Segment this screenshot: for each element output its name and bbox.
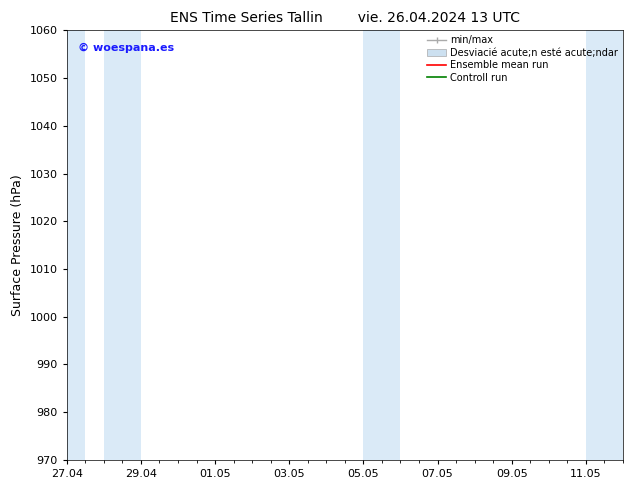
Legend: min/max, Desviacié acute;n esté acute;ndar, Ensemble mean run, Controll run: min/max, Desviacié acute;n esté acute;nd… [425,33,620,85]
Title: ENS Time Series Tallin        vie. 26.04.2024 13 UTC: ENS Time Series Tallin vie. 26.04.2024 1… [170,11,520,25]
Bar [604,30,623,460]
Bar [586,30,604,460]
Bar [363,30,382,460]
Y-axis label: Surface Pressure (hPa): Surface Pressure (hPa) [11,174,24,316]
Bar [104,30,141,460]
Text: © woespana.es: © woespana.es [78,43,174,53]
Bar [67,30,86,460]
Bar [382,30,401,460]
